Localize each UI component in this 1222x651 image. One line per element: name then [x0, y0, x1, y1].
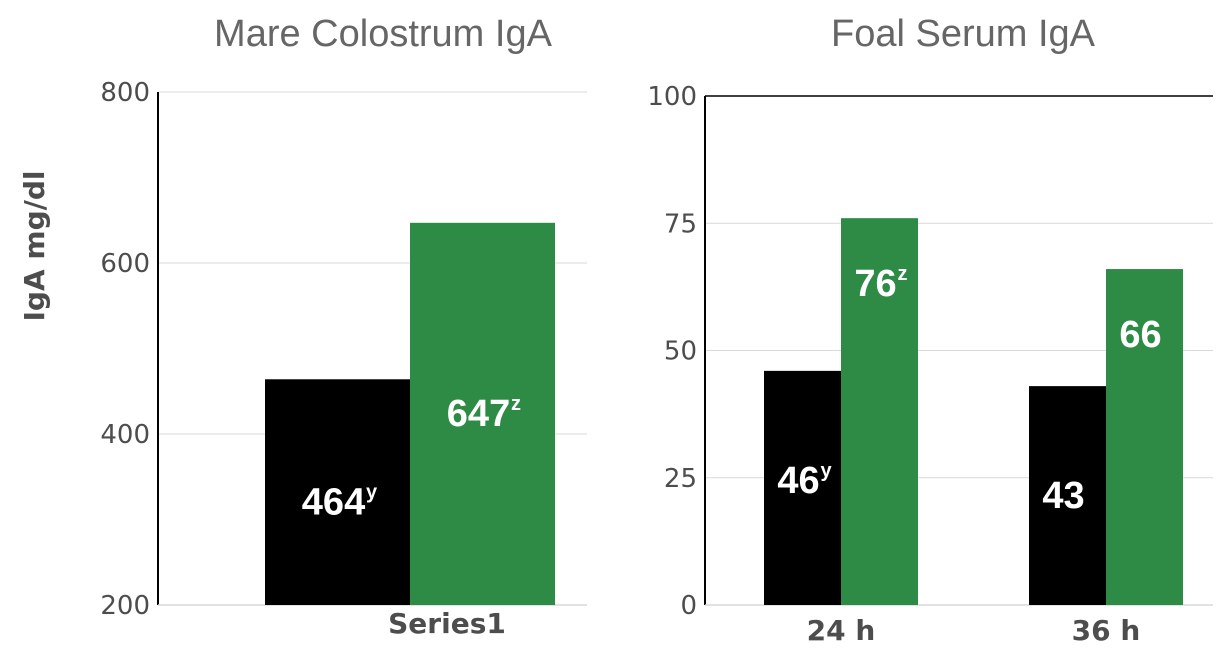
data-label-superscript: y: [366, 481, 378, 503]
bar: [764, 370, 841, 605]
y-tick-label: 25: [664, 464, 697, 494]
y-tick-label: 75: [664, 209, 697, 239]
bar: [1029, 386, 1106, 605]
data-label: 76: [854, 263, 896, 305]
y-tick-label: 0: [680, 591, 697, 621]
bar: [1106, 269, 1183, 605]
data-label: 43: [1042, 475, 1084, 517]
chart-title: Foal Serum IgA: [831, 13, 1096, 55]
y-axis-title: IgA mg/dl: [18, 171, 51, 322]
x-category-label: Series1: [388, 607, 506, 640]
y-tick-label: 400: [100, 420, 150, 450]
y-tick-label: 200: [100, 591, 150, 621]
x-category-label: 36 h: [1072, 614, 1141, 647]
y-tick-label: 100: [647, 82, 697, 112]
bar: [410, 222, 555, 605]
data-label-superscript: y: [821, 460, 833, 482]
chart-title: Mare Colostrum IgA: [214, 13, 553, 55]
y-tick-label: 600: [100, 249, 150, 279]
x-category-label: 24 h: [807, 614, 876, 647]
bar: [265, 379, 410, 605]
data-label-superscript: z: [898, 263, 908, 285]
data-label: 464: [302, 481, 365, 523]
data-label-superscript: z: [511, 393, 521, 415]
data-label: 66: [1119, 314, 1161, 356]
data-label: 46: [777, 460, 819, 502]
y-tick-label: 800: [100, 78, 150, 108]
bar: [841, 218, 918, 605]
y-tick-label: 50: [664, 337, 697, 367]
data-label: 647: [447, 393, 510, 435]
